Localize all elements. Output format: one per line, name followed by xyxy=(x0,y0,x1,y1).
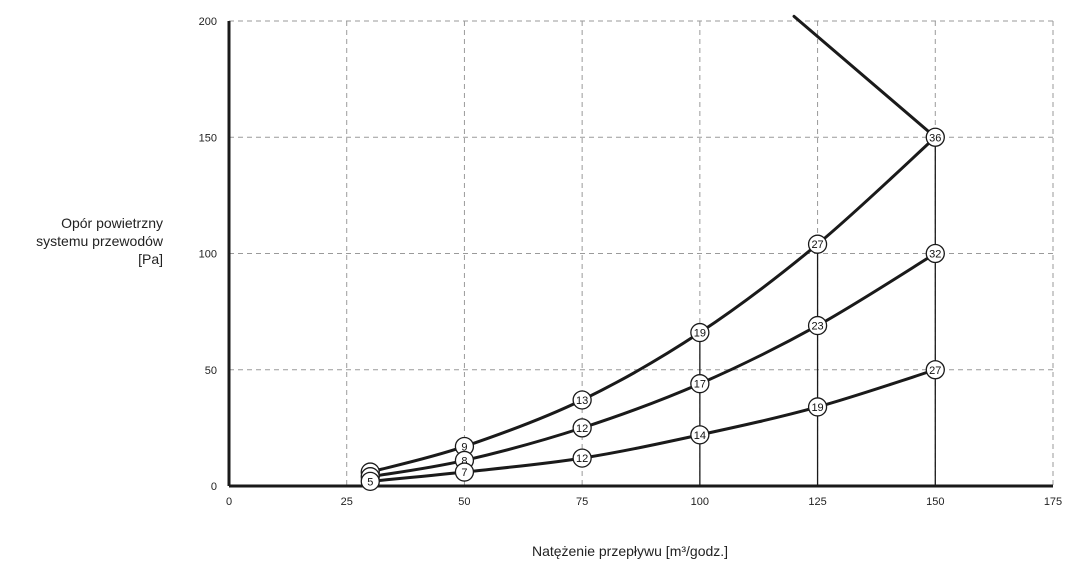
data-point xyxy=(807,397,828,417)
data-label: 27 xyxy=(811,239,823,251)
data-label: 5 xyxy=(367,476,373,488)
data-point xyxy=(572,390,592,410)
y-tick-label: 0 xyxy=(211,481,217,493)
x-tick-label: 0 xyxy=(226,496,232,508)
data-point xyxy=(572,418,592,438)
data-point xyxy=(925,127,945,147)
data-label: 27 xyxy=(929,365,941,377)
drop-lines xyxy=(699,137,936,486)
y-axis-label-line: [Pa] xyxy=(138,251,163,267)
data-point xyxy=(690,322,710,343)
data-label: 12 xyxy=(576,423,588,435)
data-point xyxy=(925,360,945,380)
data-label: 19 xyxy=(811,402,823,414)
data-point xyxy=(454,462,475,482)
series-line xyxy=(792,14,937,139)
data-label: 36 xyxy=(929,132,941,144)
data-label: 19 xyxy=(694,328,706,340)
data-label: 14 xyxy=(694,430,706,442)
x-tick-label: 50 xyxy=(458,496,470,508)
data-point xyxy=(925,243,945,264)
y-axis-label-line: systemu przewodów xyxy=(36,233,163,249)
y-tick-label: 100 xyxy=(199,249,217,261)
data-point xyxy=(572,448,592,468)
y-tick-label: 150 xyxy=(199,132,217,144)
x-axis-label: Natężenie przepływu [m³/godz.] xyxy=(531,543,729,559)
data-point xyxy=(807,234,828,254)
x-tick-label: 175 xyxy=(1044,496,1062,508)
y-axis-label: Opór powietrzny systemu przewodów [Pa] xyxy=(0,214,163,268)
series-line xyxy=(368,252,937,479)
data-label: 13 xyxy=(576,395,588,407)
y-tick-label: 50 xyxy=(205,365,217,377)
data-point xyxy=(690,374,710,394)
y-axis-label-line: Opór powietrzny xyxy=(61,215,163,231)
data-label: 7 xyxy=(461,467,467,479)
data-label: 23 xyxy=(811,321,823,333)
data-markers: 69131927368121723325712141927 xyxy=(360,127,945,492)
series-curves xyxy=(368,14,937,483)
data-label: 8 xyxy=(461,455,467,467)
data-label: 9 xyxy=(461,441,467,453)
x-tick-label: 150 xyxy=(926,496,944,508)
data-point xyxy=(360,471,380,492)
data-point xyxy=(807,315,828,336)
x-tick-label: 25 xyxy=(341,496,353,508)
x-tick-label: 75 xyxy=(576,496,588,508)
data-point xyxy=(690,425,710,445)
data-label: 32 xyxy=(929,249,941,261)
data-label: 17 xyxy=(694,379,706,391)
x-tick-label: 100 xyxy=(691,496,709,508)
series-line xyxy=(368,368,937,483)
x-tick-label: 125 xyxy=(808,496,826,508)
data-label: 12 xyxy=(576,453,588,465)
y-tick-label: 200 xyxy=(199,16,217,28)
